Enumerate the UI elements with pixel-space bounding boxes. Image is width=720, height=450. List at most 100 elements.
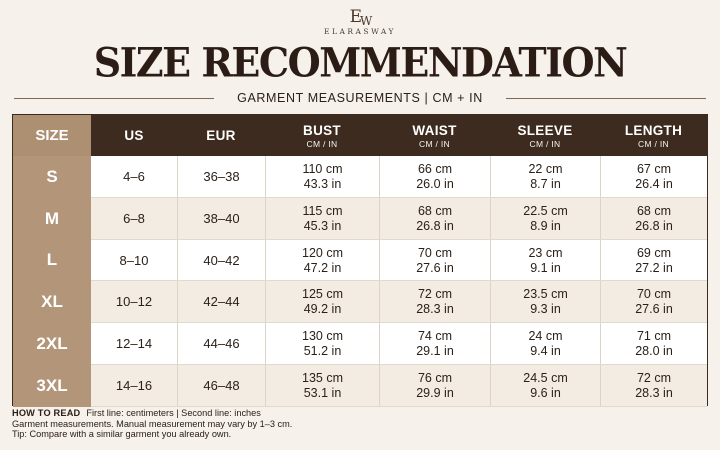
header-sleeve-unit: CM / IN bbox=[529, 139, 561, 149]
waist-cell: 66 cm 26.0 in bbox=[379, 156, 490, 198]
table-row: 3XL 14–16 46–48 135 cm 53.1 in 76 cm 29.9 in 24… bbox=[13, 365, 707, 407]
waist-in: 28.3 in bbox=[416, 302, 454, 317]
header-bust: BUST CM / IN bbox=[265, 115, 379, 156]
sleeve-in: 9.4 in bbox=[530, 344, 561, 359]
length-cm: 71 cm bbox=[636, 329, 672, 344]
us-value: 8–10 bbox=[119, 252, 149, 268]
length-cell: 69 cm 27.2 in bbox=[600, 239, 707, 282]
header-eur-label: EUR bbox=[206, 128, 236, 143]
size-table: SIZE US EUR BUST CM / IN WAIST CM / IN S… bbox=[12, 114, 708, 407]
eur-value: 46–48 bbox=[203, 378, 240, 393]
header-us: US bbox=[91, 115, 177, 156]
us-value: 14–16 bbox=[115, 378, 153, 393]
us-cell: 12–14 bbox=[91, 323, 177, 365]
length-cm: 67 cm bbox=[636, 162, 672, 176]
waist-cm: 70 cm bbox=[417, 245, 453, 260]
header-bust-label: BUST bbox=[303, 123, 341, 138]
header-bust-unit: CM / IN bbox=[306, 139, 338, 149]
header-sleeve: SLEEVE CM / IN bbox=[490, 115, 600, 156]
tip-note: Tip: Compare with a similar garment you … bbox=[12, 429, 232, 439]
sleeve-cell: 23 cm 9.1 in bbox=[490, 239, 600, 282]
sleeve-cell: 22 cm 8.7 in bbox=[490, 156, 600, 198]
bust-cm: 115 cm bbox=[302, 203, 343, 218]
waist-cm: 68 cm bbox=[417, 203, 453, 218]
eur-cell: 46–48 bbox=[177, 365, 265, 407]
eur-value: 36–38 bbox=[203, 169, 240, 184]
sleeve-in: 9.3 in bbox=[530, 302, 561, 317]
size-label: 2XL bbox=[13, 323, 91, 365]
footer-notes: HOW TO READ First line: centimeters | Sec… bbox=[12, 408, 708, 440]
length-in: 28.0 in bbox=[635, 344, 673, 359]
sleeve-cell: 24 cm 9.4 in bbox=[490, 323, 600, 365]
page-subtitle: GARMENT MEASUREMENTS | CM + IN bbox=[237, 91, 483, 105]
length-in: 27.2 in bbox=[635, 260, 673, 275]
monogram-w: W bbox=[360, 14, 372, 28]
sleeve-in: 8.7 in bbox=[530, 177, 561, 191]
us-value: 12–14 bbox=[115, 336, 153, 352]
sleeve-cm: 23.5 cm bbox=[523, 287, 568, 302]
length-in: 28.3 in bbox=[635, 386, 673, 400]
measurement-note: Garment measurements. Manual measurement… bbox=[12, 418, 293, 429]
brand-logo: EW ELARASWAY bbox=[0, 8, 720, 36]
how-to-read-text: First line: centimeters | Second line: i… bbox=[86, 408, 261, 418]
sleeve-in: 8.9 in bbox=[530, 218, 561, 233]
page-title: SIZE RECOMMENDATION bbox=[93, 38, 628, 87]
eur-cell: 38–40 bbox=[177, 197, 265, 240]
bust-cell: 120 cm 47.2 in bbox=[265, 239, 379, 282]
subtitle-divider-right bbox=[506, 98, 706, 99]
length-cell: 68 cm 26.8 in bbox=[600, 197, 707, 240]
size-label: L bbox=[13, 239, 91, 282]
waist-cm: 74 cm bbox=[417, 329, 453, 344]
bust-cm: 110 cm bbox=[302, 162, 343, 176]
sleeve-cell: 23.5 cm 9.3 in bbox=[490, 281, 600, 324]
waist-cell: 76 cm 29.9 in bbox=[379, 365, 490, 407]
us-value: 10–12 bbox=[115, 294, 153, 310]
brand-monogram: EW bbox=[0, 8, 720, 28]
waist-cm: 76 cm bbox=[417, 371, 453, 385]
sleeve-cell: 22.5 cm 8.9 in bbox=[490, 197, 600, 240]
sleeve-cm: 24 cm bbox=[528, 329, 563, 344]
header-waist-label: WAIST bbox=[412, 123, 457, 138]
length-cm: 69 cm bbox=[636, 245, 672, 260]
header-length-unit: CM / IN bbox=[638, 139, 669, 149]
bust-cell: 135 cm 53.1 in bbox=[265, 365, 379, 407]
eur-cell: 36–38 bbox=[177, 156, 265, 198]
table-row: M 6–8 38–40 115 cm 45.3 in 68 cm 26.8 in 22.5 c… bbox=[13, 197, 707, 240]
waist-cell: 74 cm 29.1 in bbox=[379, 323, 490, 365]
table-row: S 4–6 36–38 110 cm 43.3 in 66 cm 26.0 in 22 cm 8… bbox=[13, 156, 707, 198]
waist-cell: 72 cm 28.3 in bbox=[379, 281, 490, 324]
header-length: LENGTH CM / IN bbox=[600, 115, 707, 156]
waist-in: 26.8 in bbox=[416, 218, 454, 233]
waist-cm: 72 cm bbox=[417, 287, 453, 302]
bust-cm: 125 cm bbox=[302, 287, 343, 302]
length-cell: 72 cm 28.3 in bbox=[600, 365, 707, 407]
bust-cell: 130 cm 51.2 in bbox=[265, 323, 379, 365]
size-label: M bbox=[13, 197, 91, 240]
header-size: SIZE bbox=[13, 115, 91, 156]
eur-value: 42–44 bbox=[203, 294, 240, 310]
bust-cm: 135 cm bbox=[302, 371, 343, 385]
size-label: S bbox=[13, 156, 91, 198]
eur-cell: 42–44 bbox=[177, 281, 265, 324]
waist-in: 26.0 in bbox=[416, 177, 454, 191]
bust-in: 49.2 in bbox=[303, 302, 342, 317]
us-cell: 6–8 bbox=[91, 197, 177, 240]
header-waist: WAIST CM / IN bbox=[379, 115, 490, 156]
header-waist-unit: CM / IN bbox=[419, 139, 450, 149]
waist-cell: 68 cm 26.8 in bbox=[379, 197, 490, 240]
us-value: 4–6 bbox=[123, 169, 145, 184]
eur-value: 38–40 bbox=[203, 210, 240, 226]
table-row: L 8–10 40–42 120 cm 47.2 in 70 cm 27.6 in 23 cm… bbox=[13, 239, 707, 282]
waist-in: 27.6 in bbox=[416, 260, 454, 275]
bust-in: 45.3 in bbox=[303, 218, 342, 233]
bust-cell: 115 cm 45.3 in bbox=[265, 197, 379, 240]
length-in: 27.6 in bbox=[635, 302, 673, 317]
us-cell: 10–12 bbox=[91, 281, 177, 324]
waist-cell: 70 cm 27.6 in bbox=[379, 239, 490, 282]
eur-value: 40–42 bbox=[203, 252, 240, 268]
bust-cell: 110 cm 43.3 in bbox=[265, 156, 379, 198]
sleeve-in: 9.6 in bbox=[530, 386, 561, 400]
bust-in: 47.2 in bbox=[303, 260, 342, 275]
bust-cell: 125 cm 49.2 in bbox=[265, 281, 379, 324]
